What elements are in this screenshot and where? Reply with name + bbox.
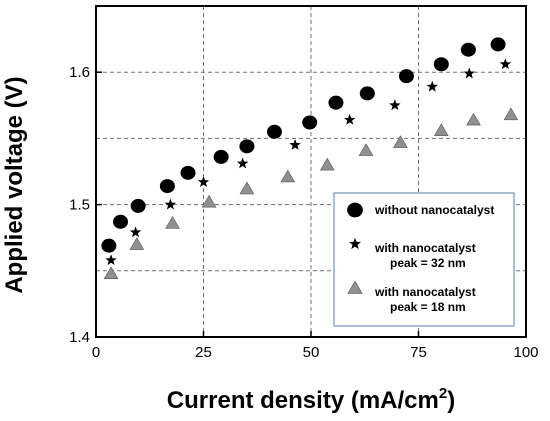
star-data-point (129, 226, 142, 238)
data-markers (101, 37, 519, 279)
triangle-data-point (319, 157, 335, 171)
axis-ticks: 0 25 50 75 100 1.4 1.5 1.6 (69, 64, 538, 361)
circle-data-point (359, 86, 375, 101)
x-tick-label: 25 (195, 344, 212, 361)
legend-label: with nanocatalyst (374, 241, 476, 255)
x-axis-label: Current density (mA/cm2) (167, 385, 455, 414)
legend-label: with nanocatalyst (374, 285, 476, 299)
star-data-point (289, 139, 301, 150)
triangle-data-point (466, 112, 481, 126)
circle-data-point (130, 198, 146, 213)
legend-label: peak = 32 nm (390, 256, 466, 270)
circle-data-point (180, 165, 196, 180)
x-tick-label: 0 (92, 344, 100, 361)
circle-data-point (302, 115, 318, 130)
star-data-point (164, 198, 177, 210)
x-axis-label-main: Current density (mA/cm (167, 387, 439, 414)
star-data-point (236, 157, 249, 169)
y-tick-label: 1.4 (69, 329, 90, 346)
star-data-point (197, 176, 210, 187)
triangle-data-point (201, 194, 217, 208)
triangle-data-point (103, 266, 119, 279)
x-tick-label: 75 (410, 344, 427, 361)
triangle-data-point (280, 169, 296, 183)
legend-label: without nanocatalyst (374, 203, 494, 217)
circle-data-point (159, 179, 175, 194)
x-axis-label-end: ) (447, 387, 455, 414)
triangle-data-point (503, 107, 519, 121)
star-data-point (463, 67, 475, 79)
star-data-point (105, 254, 117, 266)
circle-data-point (113, 214, 129, 229)
y-axis-label: Applied voltage (V) (1, 76, 28, 293)
circle-data-point (101, 238, 117, 253)
y-tick-label: 1.5 (69, 197, 90, 214)
star-data-point (499, 58, 512, 70)
triangle-data-point (358, 143, 374, 156)
legend-box (333, 192, 515, 327)
circle-data-point (433, 57, 449, 72)
triangle-data-point (129, 237, 145, 250)
x-tick-label: 50 (303, 344, 320, 361)
star-data-point (426, 80, 438, 92)
legend-marker-circle (347, 202, 363, 218)
triangle-data-point (393, 135, 408, 148)
legend-label: peak = 18 nm (390, 300, 466, 314)
x-tick-label: 100 (513, 344, 538, 361)
triangle-data-point (239, 181, 255, 195)
triangle-data-point (433, 123, 449, 136)
x-axis-label-superscript: 2 (439, 385, 447, 402)
circle-data-point (266, 124, 282, 139)
legend-marker-triangle (347, 280, 363, 294)
circle-data-point (460, 42, 476, 57)
triangle-data-point (165, 216, 180, 229)
star-data-point (343, 113, 356, 125)
circle-data-point (239, 139, 255, 154)
legend-marker-star (349, 237, 361, 250)
star-data-point (389, 99, 401, 111)
y-tick-label: 1.6 (69, 64, 90, 81)
circle-data-point (328, 95, 344, 110)
circle-data-point (490, 37, 506, 52)
circle-data-point (398, 69, 414, 84)
circle-data-point (213, 149, 229, 164)
